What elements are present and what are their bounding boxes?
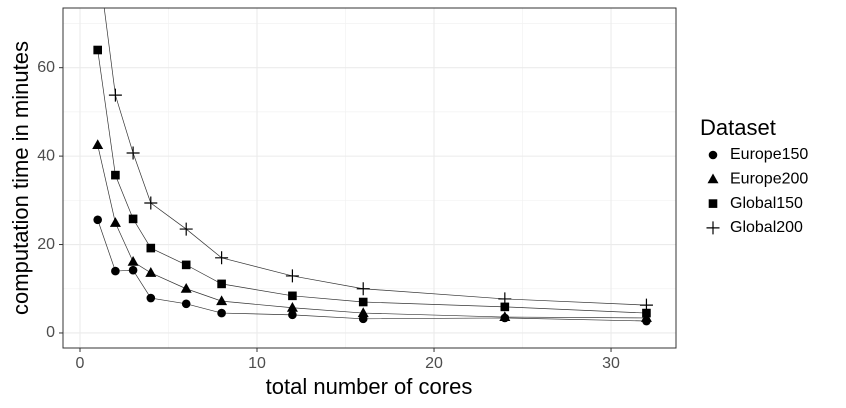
point: [111, 170, 120, 180]
point: [217, 279, 226, 289]
series-line: [103, 8, 647, 306]
point: [285, 269, 299, 283]
point: [216, 295, 228, 306]
grid: [63, 8, 676, 348]
point: [126, 146, 140, 160]
point: [356, 282, 370, 296]
x-tick-label: 10: [248, 355, 266, 372]
x-tick-label: 20: [425, 355, 443, 372]
point: [128, 265, 138, 275]
point: [109, 217, 121, 227]
point: [93, 45, 102, 55]
y-tick-label: 40: [37, 147, 55, 164]
point: [92, 139, 104, 150]
point: [127, 255, 139, 266]
y-axis-title: computation time in minutes: [8, 41, 33, 315]
point: [93, 215, 102, 225]
series-line: [97, 49, 647, 314]
point: [181, 299, 191, 309]
point: [215, 251, 229, 265]
legend-key: [707, 173, 719, 184]
point: [642, 308, 651, 318]
point: [181, 260, 191, 270]
point: [288, 291, 297, 301]
x-tick-label: 0: [76, 355, 85, 372]
y-tick-label: 60: [37, 59, 55, 76]
legend-label: Global200: [730, 219, 803, 236]
series-line: [97, 219, 647, 322]
legend-label: Europe200: [730, 171, 808, 188]
panel: [63, 8, 676, 348]
point: [145, 267, 157, 277]
point: [111, 266, 120, 276]
series-line: [97, 144, 647, 319]
legend-key: [708, 150, 718, 160]
panel-border: [62, 7, 677, 349]
point: [498, 292, 512, 306]
x-axis-title: total number of cores: [266, 374, 473, 399]
legend-key: [706, 221, 720, 235]
point: [146, 243, 156, 253]
plot-area: [92, 8, 653, 326]
y-tick-label: 20: [37, 236, 55, 253]
legend-label: Europe150: [730, 146, 808, 163]
point: [108, 88, 122, 102]
point: [179, 222, 193, 236]
point: [288, 310, 297, 320]
legend-key: [708, 199, 718, 208]
point: [128, 214, 138, 224]
legend: Europe150 Europe200 Global150 Global200: [706, 146, 808, 236]
point: [144, 196, 158, 210]
y-tick-label: 0: [46, 324, 55, 341]
x-tick-label: 30: [602, 355, 620, 372]
point: [217, 308, 226, 318]
point: [500, 302, 510, 312]
point: [639, 298, 653, 312]
point: [499, 311, 511, 322]
point: [180, 282, 192, 293]
point: [358, 297, 368, 307]
point: [357, 307, 369, 318]
legend-label: Global150: [730, 195, 803, 212]
point: [146, 293, 156, 303]
point: [286, 301, 298, 312]
legend-title: Dataset: [700, 115, 776, 140]
